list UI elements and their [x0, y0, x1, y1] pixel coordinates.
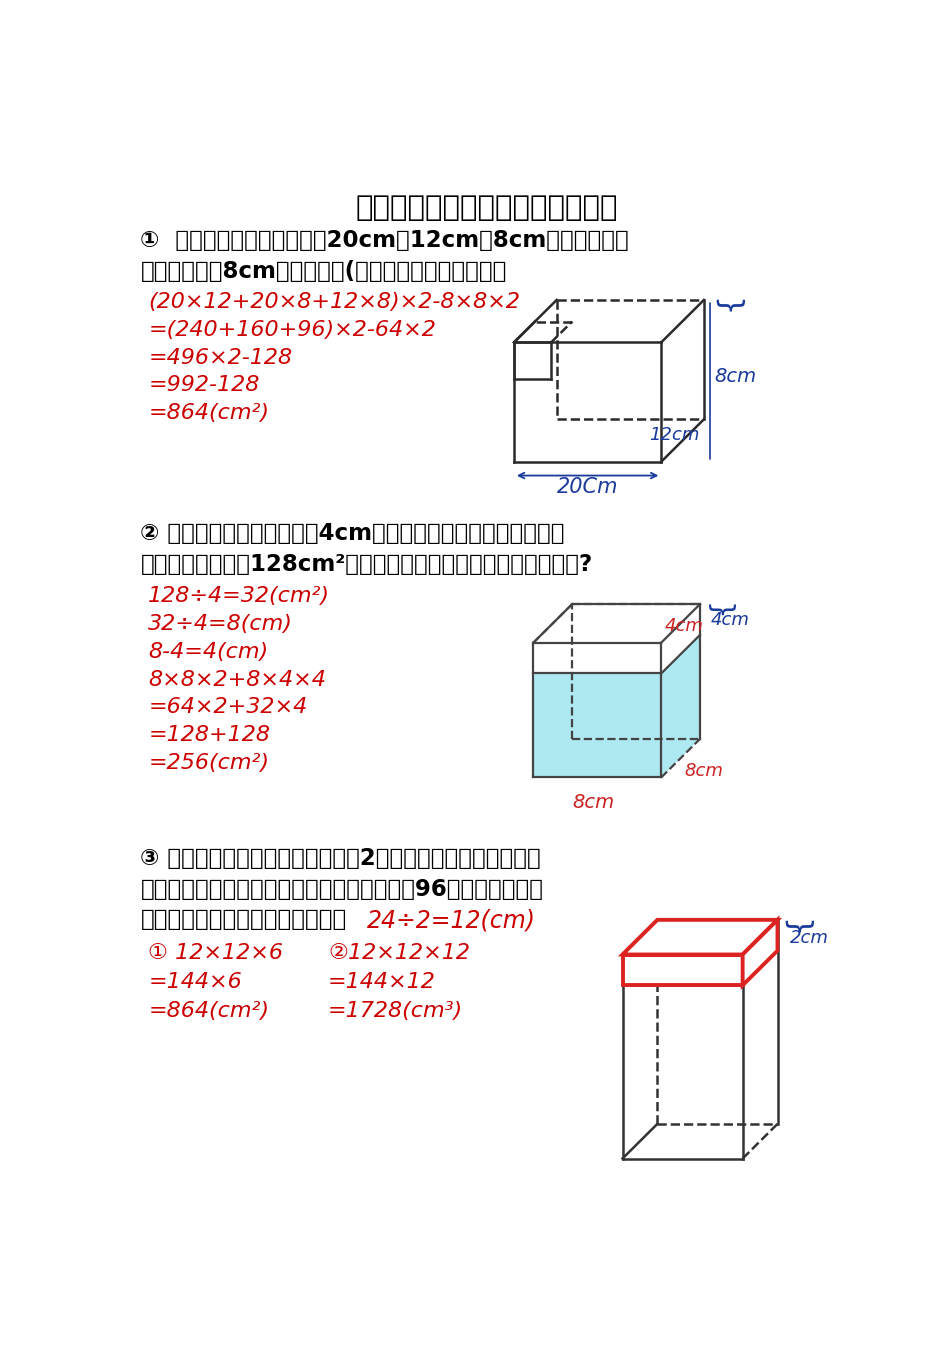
- Text: 长方体的表面积就比原来的正方体表面积增加96平方厘米，原来: 长方体的表面积就比原来的正方体表面积增加96平方厘米，原来: [141, 877, 543, 901]
- Text: 32÷4=8(cm): 32÷4=8(cm): [148, 615, 293, 633]
- Polygon shape: [622, 920, 777, 955]
- Text: }: }: [781, 919, 809, 939]
- Text: 4cm: 4cm: [665, 617, 704, 635]
- Text: =992-128: =992-128: [148, 375, 259, 395]
- Text: =864(cm²): =864(cm²): [148, 1002, 269, 1021]
- Text: =864(cm²): =864(cm²): [148, 404, 269, 424]
- Text: =144×12: =144×12: [328, 972, 436, 993]
- Text: =144×6: =144×6: [148, 972, 242, 993]
- Text: 4cm: 4cm: [711, 611, 750, 628]
- Text: 8cm: 8cm: [572, 792, 614, 812]
- Text: 20Cm: 20Cm: [557, 477, 618, 498]
- Polygon shape: [743, 920, 777, 986]
- Text: 去一个棱长为8cm的正方体后(如图），求它的表面积。: 去一个棱长为8cm的正方体后(如图），求它的表面积。: [141, 260, 507, 282]
- Polygon shape: [622, 955, 743, 986]
- Text: =496×2-128: =496×2-128: [148, 348, 293, 367]
- Text: ②12×12×12: ②12×12×12: [328, 943, 470, 963]
- Text: 2cm: 2cm: [789, 928, 828, 947]
- Text: }: }: [703, 603, 732, 620]
- Text: 8-4=4(cm): 8-4=4(cm): [148, 642, 268, 662]
- Text: 24÷2=12(cm): 24÷2=12(cm): [367, 908, 536, 932]
- Text: 表面积比原来增加128cm²。原来长方体的表面积是多少平方厘米?: 表面积比原来增加128cm²。原来长方体的表面积是多少平方厘米?: [141, 553, 593, 576]
- Text: =64×2+32×4: =64×2+32×4: [148, 697, 308, 717]
- Text: 8cm: 8cm: [714, 367, 756, 386]
- Text: =1728(cm³): =1728(cm³): [328, 1002, 464, 1021]
- Text: ①  在一个长、宽、高分别是20cm、12cm、8cm的长方体中切: ① 在一个长、宽、高分别是20cm、12cm、8cm的长方体中切: [141, 229, 629, 252]
- Text: 正方体的表面积和体积各是多少？: 正方体的表面积和体积各是多少？: [141, 908, 347, 931]
- Polygon shape: [661, 635, 700, 777]
- Text: =128+128: =128+128: [148, 725, 270, 745]
- Text: 128÷4=32(cm²): 128÷4=32(cm²): [148, 586, 331, 607]
- Text: ② 一个长方体，如果高增加4cm，那么就变成一个正方体，这时: ② 一个长方体，如果高增加4cm，那么就变成一个正方体，这时: [141, 522, 565, 545]
- Text: 8×8×2+8×4×4: 8×8×2+8×4×4: [148, 670, 326, 690]
- Polygon shape: [533, 674, 661, 777]
- Text: 长方体和正方体的表面积综合应用: 长方体和正方体的表面积综合应用: [355, 194, 618, 222]
- Text: 12cm: 12cm: [650, 425, 700, 444]
- Text: ① 12×12×6: ① 12×12×6: [148, 943, 283, 963]
- Text: 8cm: 8cm: [685, 763, 723, 780]
- Text: =256(cm²): =256(cm²): [148, 753, 269, 773]
- Text: }: }: [712, 299, 741, 317]
- Text: (20×12+20×8+12×8)×2-8×8×2: (20×12+20×8+12×8)×2-8×8×2: [148, 292, 521, 312]
- Text: =(240+160+96)×2-64×2: =(240+160+96)×2-64×2: [148, 320, 436, 340]
- Text: ③ 有一个正方体，如果它的高增加2厘米，就成了长方体，这个: ③ 有一个正方体，如果它的高增加2厘米，就成了长方体，这个: [141, 847, 541, 870]
